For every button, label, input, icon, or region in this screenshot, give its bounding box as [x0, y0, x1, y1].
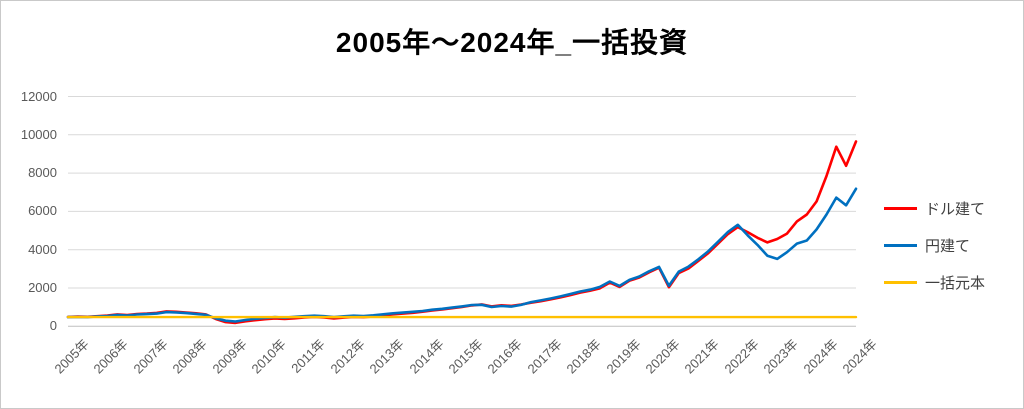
- y-tick-label: 4000: [28, 241, 57, 257]
- legend-item-0: ドル建て: [884, 198, 985, 219]
- legend-item-2: 一括元本: [884, 272, 985, 293]
- series-line-0: [66, 140, 858, 325]
- legend-line-swatch: [884, 244, 917, 247]
- series-line-1: [66, 187, 858, 323]
- chart-title: 2005年～2024年_一括投資: [335, 27, 689, 58]
- y-tick-label: 10000: [20, 126, 57, 142]
- legend: ドル建て円建て一括元本: [884, 198, 985, 309]
- legend-label: 一括元本: [925, 275, 986, 292]
- legend-item-1: 円建て: [884, 235, 985, 256]
- y-tick-label: 0: [49, 318, 57, 334]
- y-tick-label: 6000: [28, 203, 57, 219]
- y-tick-label: 12000: [20, 88, 57, 104]
- y-tick-label: 8000: [28, 165, 57, 181]
- legend-label: 円建て: [925, 238, 971, 255]
- legend-line-swatch: [884, 207, 917, 210]
- y-tick-label: 2000: [28, 280, 57, 295]
- legend-line-swatch: [884, 281, 917, 284]
- legend-label: ドル建て: [925, 201, 986, 218]
